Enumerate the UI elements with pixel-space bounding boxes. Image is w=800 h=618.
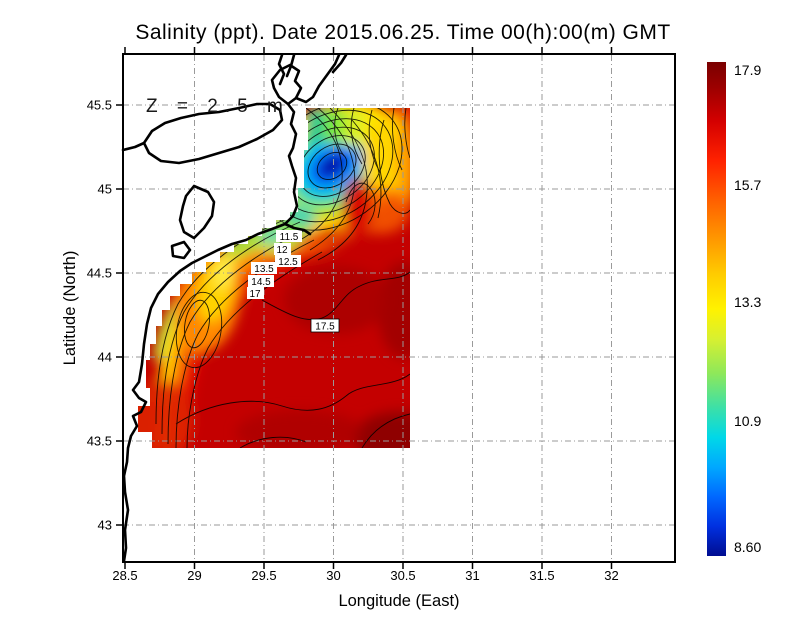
x-tick-label: 31.5: [529, 568, 554, 583]
x-tick-label: 29: [187, 568, 201, 583]
x-axis-title: Longitude (East): [338, 592, 459, 610]
contour-label-text: 13.5: [254, 264, 274, 275]
colorbar-tick-label: 10.9: [734, 413, 761, 429]
x-tick-label: 30.5: [390, 568, 415, 583]
coastline-segment: [122, 102, 299, 563]
colorbar-tick-label: 13.3: [734, 294, 761, 310]
contour-lines: [155, 108, 410, 448]
colorbar-tick-label: 15.7: [734, 177, 761, 193]
depth-annotation: Z = 2.5 m: [146, 96, 290, 117]
coastline-segment: [178, 184, 216, 240]
colorbar-gradient: [707, 62, 726, 556]
contour-label-text: 17: [249, 289, 261, 300]
contour-label: 17.5: [310, 318, 340, 333]
y-axis-tick-labels: 45.5 45 44.5 44 43.5 43: [87, 98, 112, 533]
x-tick-label: 28.5: [112, 568, 137, 583]
y-axis-title: Latitude (North): [61, 251, 79, 366]
x-tick-label: 29.5: [251, 568, 276, 583]
coastline-segment: [283, 222, 312, 236]
coastline-segment: [270, 63, 303, 106]
coastline-segment: [121, 141, 146, 152]
y-tick-label: 45.5: [87, 98, 112, 113]
y-tick-label: 44.5: [87, 266, 112, 281]
x-tick-label: 31: [465, 568, 479, 583]
contour-label: 13.5: [251, 262, 277, 275]
coastline: [121, 53, 348, 563]
contour-labels: 11.5 12 12.5 13.5 14.5 17 17.5: [247, 230, 340, 333]
contour-label: 11.5: [276, 230, 302, 243]
x-tick-label: 32: [604, 568, 618, 583]
plot-frame: [122, 53, 676, 563]
y-tick-label: 44: [98, 350, 112, 365]
figure-title: Salinity (ppt). Date 2015.06.25. Time 00…: [135, 21, 670, 44]
colorbar-tick-label: 17.9: [734, 62, 761, 78]
gridlines: [123, 55, 675, 562]
contour-label: 14.5: [248, 275, 274, 288]
contour-label: 12.5: [275, 255, 301, 268]
coastline-segment: [142, 102, 284, 165]
contour-label-text: 12.5: [278, 257, 298, 268]
x-axis-tick-labels: 28.5 29 29.5 30 30.5 31 31.5 32: [112, 568, 618, 583]
colorbar: 17.9 15.7 13.3 10.9 8.60: [707, 62, 761, 556]
x-tick-label: 30: [326, 568, 340, 583]
y-tick-label: 43: [98, 518, 112, 533]
contour-label: 12: [274, 243, 291, 256]
coastline-segment: [170, 240, 192, 260]
contour-label-text: 14.5: [251, 277, 271, 288]
contour-label-text: 17.5: [315, 322, 335, 333]
contour-label-text: 12: [276, 245, 288, 256]
colorbar-tick-label: 8.60: [734, 539, 761, 555]
coastline-segment: [331, 53, 348, 74]
coastline-segment: [294, 53, 341, 104]
y-tick-label: 43.5: [87, 434, 112, 449]
axis-ticks: [116, 47, 613, 569]
contour-label-text: 11.5: [280, 232, 299, 243]
contour-label: 17: [247, 287, 264, 300]
y-tick-label: 45: [98, 182, 112, 197]
